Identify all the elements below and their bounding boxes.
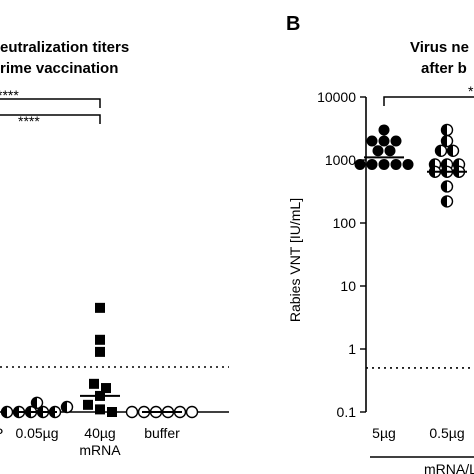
panel-b-0-5-g-point-10	[440, 180, 454, 193]
panel-a-40-g-mrna-point-8	[107, 407, 117, 417]
panel-b-y-tick-label-0: 10000	[317, 89, 356, 105]
panel-a-40-g-mrna-point-7	[95, 404, 105, 415]
panel-b-0-5-g-point-3	[446, 144, 460, 157]
panel-b-y-tick-label-4: 1	[348, 341, 356, 357]
panel-a-significance-label-0: ****	[0, 87, 19, 103]
panel-a-40-g-mrna-point-4	[101, 383, 111, 394]
panel-b-0-5-g-point-2	[434, 144, 448, 157]
panel-a-buffer-point-5	[185, 405, 199, 419]
panel-b-0-5-g-point-0	[440, 123, 454, 137]
panel-b-5-g-point-3	[390, 135, 402, 147]
panel-a-0-05-g-point-6	[60, 400, 74, 414]
panel-a-40-g-mrna-point-1	[95, 334, 105, 345]
panel-b-5-g-point-9	[390, 158, 402, 170]
panel-b-label: B	[286, 13, 300, 35]
panel-b-y-tick-label-5: 0.1	[337, 404, 357, 420]
panel-a-buffer-point-0	[125, 405, 139, 419]
panel-a-points	[0, 302, 199, 419]
panel-a-category-label-1-1: mRNA	[79, 442, 121, 458]
panel-a-category-label-0-0: 0.05µg	[15, 425, 58, 441]
panel-b-category-labels: 5µg 0.5µg	[372, 425, 464, 441]
panel-b-y-tick-label-1: 1000	[325, 152, 356, 168]
panel-b-5-g-point-10	[402, 158, 414, 170]
panel-b-points	[354, 123, 466, 208]
panel-b-5-g-point-5	[384, 145, 396, 157]
panel-a-category-label-2-0: buffer	[144, 425, 180, 441]
panel-a-significance-label-1: ****	[18, 113, 40, 129]
panel-b-title-line-2: after b	[421, 60, 467, 77]
panel-b-0-5-g-point-1	[440, 134, 454, 148]
panel-a-0-05-g-point-1	[0, 405, 14, 419]
panel-a-significance-bracket-1	[0, 114, 101, 124]
panel-b-5-g-point-7	[366, 158, 378, 170]
panel-a-0-05-g-point-0	[30, 396, 44, 409]
panel-b-significance: *	[383, 83, 474, 106]
panel-b-category-label-1: 0.5µg	[429, 425, 464, 441]
panel-a-medians	[17, 394, 182, 413]
panel-b-significance-bracket-0	[383, 96, 474, 106]
panel-b-5-g-point-0	[378, 124, 390, 136]
panel-b-category-label-0: 5µg	[372, 425, 396, 441]
panel-a-40-g-mrna-point-6	[83, 399, 93, 410]
panel-a-significance: **** ****	[0, 87, 101, 129]
panel-b-5-g-point-2	[378, 135, 390, 147]
panel-a-title-line-1: eutralization titers	[0, 39, 129, 56]
panel-b-y-tick-label-3: 10	[340, 278, 356, 294]
panel-a-significance-bracket-0	[0, 98, 101, 108]
panel-b-group-label: mRNA/LN	[424, 461, 474, 474]
panel-a-40-g-mrna-point-2	[95, 346, 105, 357]
panel-b-y-ticks: 10000 1000 100 10 1 0.1	[317, 89, 366, 420]
panel-b-5-g-point-6	[354, 158, 366, 170]
panel-b-5-g-point-1	[366, 135, 378, 147]
panel-b: B Virus ne after b Rabies VNT [IU/mL] 10…	[286, 13, 474, 474]
panel-b-5-g-point-8	[378, 158, 390, 170]
panel-a: eutralization titers rime vaccination **…	[0, 39, 229, 458]
panel-a-40-g-mrna-point-3	[89, 378, 99, 389]
panel-a-title-line-2: rime vaccination	[0, 60, 118, 77]
panel-a-40-g-mrna-point-0	[95, 302, 105, 313]
panel-a-category-label-1-0: 40µg	[84, 425, 115, 441]
panel-b-title-line-1: Virus ne	[410, 39, 469, 56]
panel-b-significance-label-0: *	[468, 83, 474, 99]
panel-b-medians	[364, 156, 467, 173]
panel-b-y-tick-label-2: 100	[333, 215, 357, 231]
panel-b-y-axis-label: Rabies VNT [IU/mL]	[287, 198, 303, 322]
panel-a-edge-label: P	[0, 425, 3, 441]
panel-b-0-5-g-point-11	[440, 195, 454, 208]
panel-b-5-g-point-4	[372, 145, 384, 157]
